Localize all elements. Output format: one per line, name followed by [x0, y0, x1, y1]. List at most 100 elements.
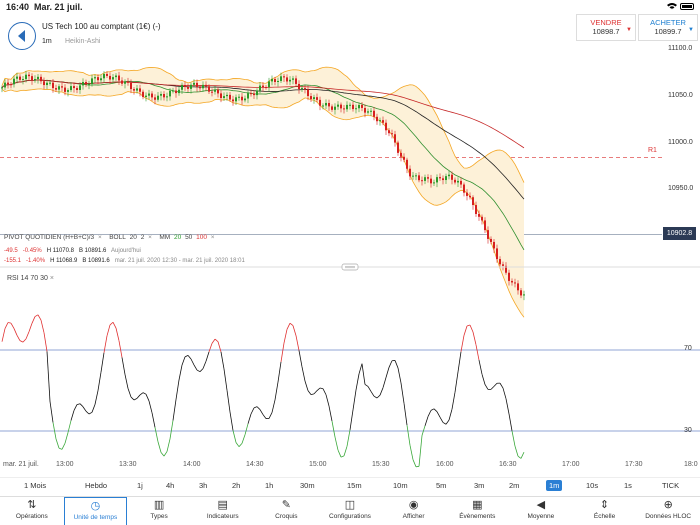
rsi-segment — [193, 364, 198, 371]
layout-icon: ◫ — [344, 499, 356, 511]
r1-label: R1 — [648, 147, 657, 154]
candle-body — [280, 76, 282, 81]
toolbar-chart-button[interactable]: ▤ Indicateurs — [191, 497, 255, 525]
time-tick: 18:0 — [684, 461, 698, 468]
candle-body — [388, 130, 390, 134]
rsi-segment — [457, 351, 462, 372]
timeframe-3h[interactable]: 3h — [199, 481, 208, 490]
rsi-segment — [109, 321, 114, 326]
candle-body — [256, 90, 258, 96]
rsi-segment — [271, 399, 276, 413]
toolbar-pencil-button[interactable]: ✎ Croquis — [255, 497, 319, 525]
toolbar-label: Afficher — [402, 513, 425, 520]
timeframe-1h[interactable]: 1h — [265, 481, 274, 490]
time-tick: 15:30 — [372, 461, 390, 468]
toolbar-layout-button[interactable]: ◫ Configurations — [318, 497, 382, 525]
rsi-segment — [157, 441, 162, 453]
panel-divider-handle[interactable] — [0, 263, 700, 271]
candle-body — [379, 120, 381, 122]
rsi-segment — [85, 410, 90, 415]
timeframe-10m[interactable]: 10m — [393, 481, 408, 490]
rsi-segment — [64, 432, 69, 444]
candle-body — [97, 77, 99, 81]
pivot-legend: PIVOT QUOTIDIEN (H+B+C)/3 — [4, 234, 95, 241]
candle-body — [463, 184, 465, 193]
rsi-segment — [493, 382, 498, 387]
rsi-segment — [268, 412, 273, 419]
pencil-icon: ✎ — [281, 499, 291, 511]
toolbar-scale-button[interactable]: ⇕ Échelle — [573, 497, 637, 525]
candle-body — [163, 93, 165, 98]
candle-body — [313, 97, 315, 100]
timeframe-10s[interactable]: 10s — [586, 481, 599, 490]
rsi-segment — [469, 324, 474, 333]
toolbar-candles-button[interactable]: ▥ Types — [127, 497, 191, 525]
toolbar-arrows-button[interactable]: ⇅ Opérations — [0, 497, 64, 525]
rsi-segment — [49, 401, 54, 423]
candle-body — [391, 133, 393, 135]
timeframe-1-mois[interactable]: 1 Mois — [24, 481, 47, 490]
timeframe-2m[interactable]: 2m — [509, 481, 520, 490]
rsi-segment — [136, 394, 141, 399]
rsi-segment — [508, 413, 513, 431]
close-icon[interactable]: × — [148, 234, 152, 241]
rsi-segment — [277, 361, 282, 383]
candle-body — [292, 78, 294, 80]
candle-body — [367, 111, 369, 113]
buy-button[interactable]: ACHETER 10899.7 ▼ — [638, 14, 698, 41]
rsi-segment — [73, 404, 78, 411]
candle-body — [211, 91, 213, 93]
candle-body — [88, 83, 90, 85]
timeframe-3m[interactable]: 3m — [474, 481, 485, 490]
rsi-segment — [145, 394, 150, 402]
rsi-segment — [385, 367, 390, 378]
rsi-segment — [67, 420, 72, 433]
candle-body — [91, 78, 93, 84]
volume-icon: ◀ — [536, 499, 546, 511]
timeframe-hebdo[interactable]: Hebdo — [85, 481, 108, 490]
rsi-segment — [427, 410, 432, 417]
rsi-segment — [139, 392, 144, 396]
rsi-segment — [175, 379, 180, 400]
close-icon[interactable]: × — [49, 275, 54, 282]
rsi-segment — [214, 338, 219, 342]
toolbar-clock-button[interactable]: ◷ Unité de temps — [63, 497, 128, 525]
toolbar-label: Évènements — [459, 513, 496, 520]
candle-body — [418, 175, 420, 181]
timeframe-1s[interactable]: 1s — [624, 481, 632, 490]
toolbar-volume-button[interactable]: ◀ Moyenne — [509, 497, 573, 525]
toolbar-label: Échelle — [593, 513, 616, 520]
rsi-segment — [274, 382, 279, 400]
time-tick: 16:30 — [499, 461, 517, 468]
candle-body — [349, 104, 351, 106]
rsi-segment — [37, 314, 42, 321]
timeframe-1m[interactable]: 1m — [546, 480, 563, 491]
toolbar-target-button[interactable]: ⊕ Données HLOC — [636, 497, 700, 525]
timeframe-2h[interactable]: 2h — [232, 481, 241, 490]
toolbar-eye-button[interactable]: ◉ Afficher — [382, 497, 446, 525]
timeframe-tick[interactable]: TICK — [662, 481, 680, 490]
rsi-segment — [166, 438, 171, 452]
close-icon[interactable]: × — [98, 234, 102, 241]
timeframe-5m[interactable]: 5m — [436, 481, 447, 490]
sell-button[interactable]: VENDRE 10898.7 ▼ — [576, 14, 636, 41]
candle-body — [238, 96, 240, 98]
candle-body — [469, 195, 471, 198]
timeframe-1j[interactable]: 1j — [137, 481, 143, 490]
rsi-segment — [184, 355, 189, 358]
toolbar-calendar-button[interactable]: ▦ Évènements — [445, 497, 509, 525]
rsi-segment — [118, 340, 123, 358]
timeframe-15m[interactable]: 15m — [347, 481, 362, 490]
timeframe-4h[interactable]: 4h — [166, 481, 175, 490]
candle-body — [145, 95, 147, 97]
rsi-segment — [442, 422, 447, 425]
timeframe-30m[interactable]: 30m — [300, 481, 315, 490]
rsi-segment — [40, 319, 45, 333]
candle-body — [193, 82, 195, 85]
rsi-lower-label: 30 — [684, 427, 692, 434]
back-button[interactable] — [8, 22, 36, 50]
rsi-segment — [358, 363, 363, 374]
price-chart[interactable] — [0, 0, 700, 477]
candle-body — [514, 282, 516, 284]
close-icon[interactable]: × — [210, 234, 215, 241]
